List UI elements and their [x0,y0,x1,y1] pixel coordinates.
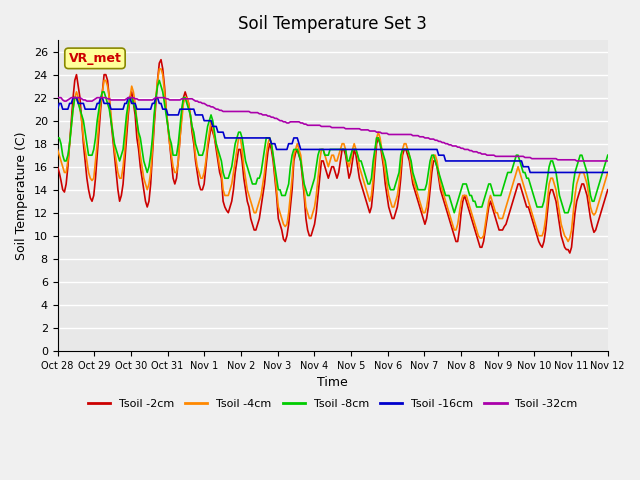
Legend: Tsoil -2cm, Tsoil -4cm, Tsoil -8cm, Tsoil -16cm, Tsoil -32cm: Tsoil -2cm, Tsoil -4cm, Tsoil -8cm, Tsoi… [83,395,582,414]
Y-axis label: Soil Temperature (C): Soil Temperature (C) [15,131,28,260]
Title: Soil Temperature Set 3: Soil Temperature Set 3 [238,15,427,33]
X-axis label: Time: Time [317,376,348,389]
Text: VR_met: VR_met [68,52,122,65]
